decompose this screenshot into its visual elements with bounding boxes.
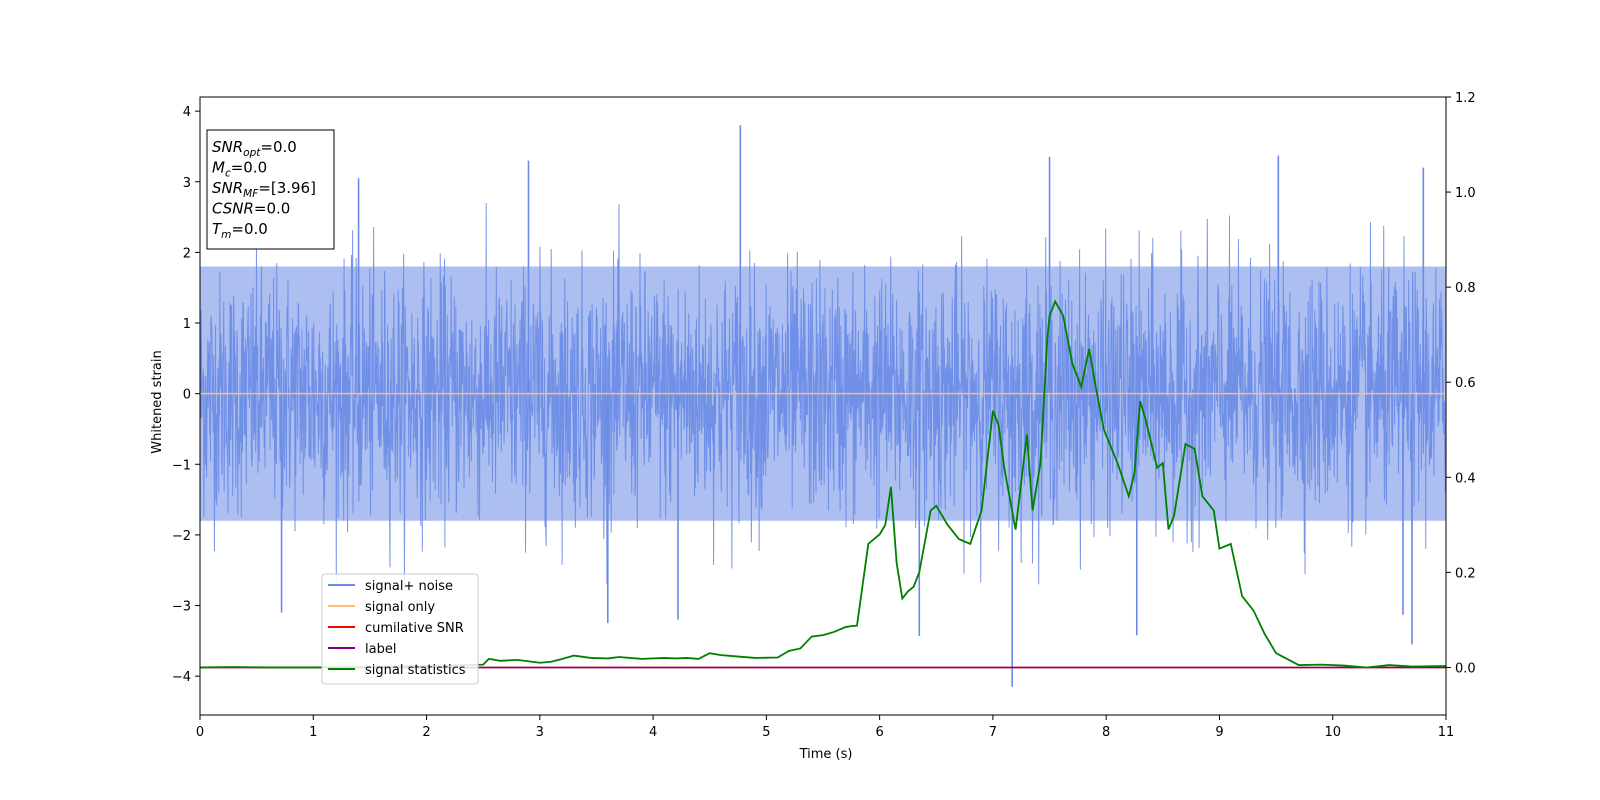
annotation-line: Tm=0.0 bbox=[212, 220, 268, 241]
annotation-line: SNRMF=[3.96] bbox=[212, 179, 316, 200]
x-tick-label: 4 bbox=[649, 725, 657, 740]
plot-frame bbox=[199, 96, 1447, 716]
signal-statistics-line bbox=[199, 299, 1447, 669]
legend-frame bbox=[321, 573, 479, 685]
y2-axis-ticks: 1.2 1.0 0.8 0.6 0.4 0.2 0.0 bbox=[1446, 91, 1476, 676]
annotation-line: SNRopt=0.0 bbox=[212, 138, 297, 159]
x-tick-label: 5 bbox=[762, 725, 770, 740]
y-tick-label: 0 bbox=[183, 388, 191, 403]
x-tick-label: 9 bbox=[1215, 725, 1223, 740]
y-axis-ticks: 4 3 2 1 0 −1 −2 −3 −4 bbox=[172, 105, 200, 685]
y2-tick-label: 1.0 bbox=[1455, 186, 1476, 201]
legend-label: cumilative SNR bbox=[365, 621, 464, 636]
y-tick-label: −3 bbox=[172, 600, 191, 615]
x-axis-label: Time (s) bbox=[799, 747, 853, 762]
annotation-line: CSNR=0.0 bbox=[212, 200, 290, 218]
x-tick-label: 2 bbox=[422, 725, 430, 740]
x-tick-label: 1 bbox=[309, 725, 317, 740]
y-tick-label: 1 bbox=[183, 317, 191, 332]
legend-label: label bbox=[365, 642, 396, 657]
annotation-frame bbox=[206, 129, 335, 250]
annotation-line: Mc=0.0 bbox=[212, 159, 267, 180]
x-tick-label: 10 bbox=[1324, 725, 1341, 740]
legend-label: signal only bbox=[365, 600, 435, 615]
legend-label: signal+ noise bbox=[365, 579, 453, 594]
y-tick-label: 3 bbox=[183, 176, 191, 191]
x-tick-label: 0 bbox=[196, 725, 204, 740]
y-tick-label: −4 bbox=[172, 670, 191, 685]
y2-tick-label: 0.0 bbox=[1455, 661, 1476, 676]
x-tick-label: 7 bbox=[989, 725, 997, 740]
y-axis-label: Whitened strain bbox=[150, 350, 165, 453]
legend-label: signal statistics bbox=[365, 663, 466, 678]
x-tick-label: 3 bbox=[536, 725, 544, 740]
y2-tick-label: 0.6 bbox=[1455, 376, 1476, 391]
legend: signal+ noise signal only cumilative SNR la… bbox=[321, 573, 479, 685]
x-tick-label: 11 bbox=[1438, 725, 1455, 740]
y2-tick-label: 0.2 bbox=[1455, 566, 1476, 581]
y-tick-label: 4 bbox=[183, 105, 191, 120]
x-axis-ticks: 0 1 2 3 4 5 6 7 8 9 10 11 bbox=[196, 715, 1454, 740]
y-tick-label: −2 bbox=[172, 529, 191, 544]
x-tick-label: 8 bbox=[1102, 725, 1110, 740]
y-tick-label: −1 bbox=[172, 458, 191, 473]
y2-tick-label: 1.2 bbox=[1455, 91, 1476, 106]
y2-tick-label: 0.8 bbox=[1455, 281, 1476, 296]
y-tick-label: 2 bbox=[183, 246, 191, 261]
y2-tick-label: 0.4 bbox=[1455, 471, 1476, 486]
x-tick-label: 6 bbox=[875, 725, 883, 740]
